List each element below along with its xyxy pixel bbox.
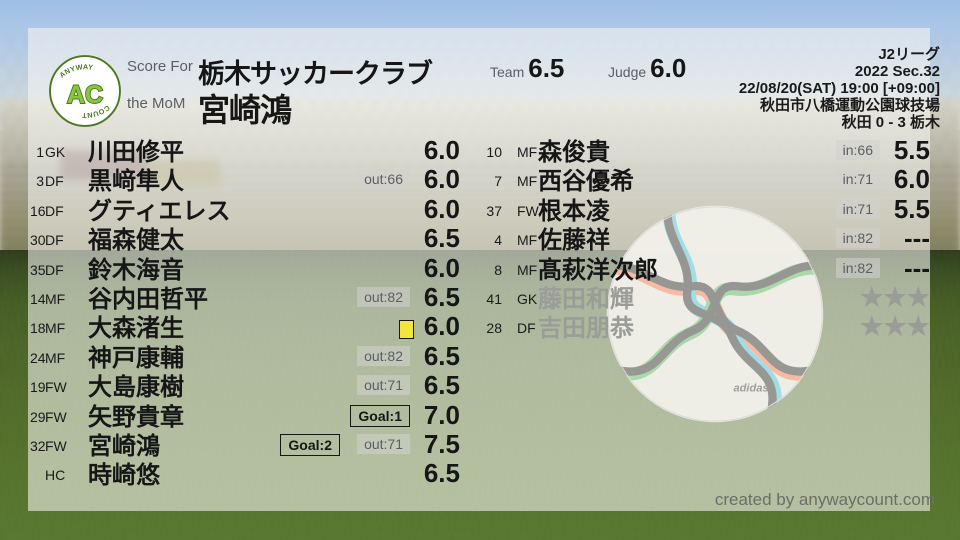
svg-text:AC: AC [67,81,103,109]
